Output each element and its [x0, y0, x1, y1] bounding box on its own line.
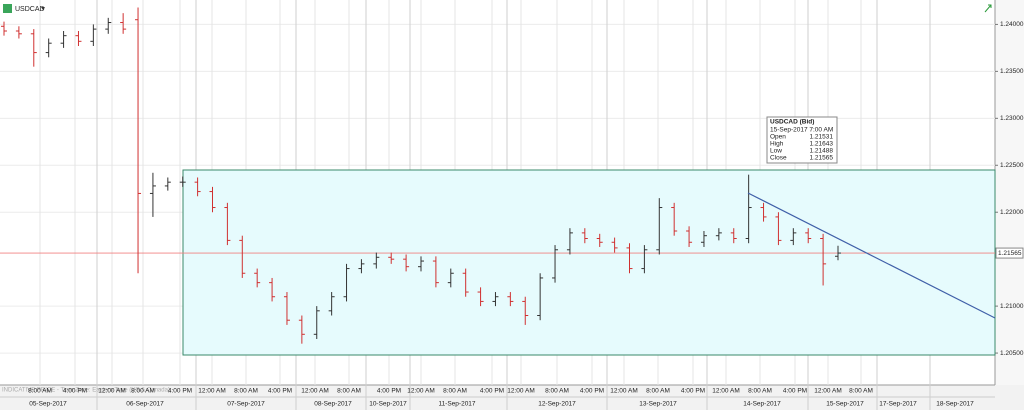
x-date-label: 13-Sep-2017 [639, 401, 677, 408]
x-tick-label: 8:00 AM [28, 388, 52, 395]
y-tick-label: 1.23500 [1000, 68, 1024, 75]
x-date-label: 10-Sep-2017 [369, 401, 407, 408]
tooltip: USDCAD (Bid) 15-Sep-2017 7:00 AM Open 1.… [766, 116, 838, 164]
tooltip-label: High [770, 141, 784, 148]
x-date-label: 08-Sep-2017 [314, 401, 352, 408]
x-tick-label: 12:00 AM [610, 388, 637, 395]
tooltip-value: 1.21643 [810, 141, 834, 148]
x-tick-label: 4:00 PM [580, 388, 604, 395]
x-tick-label: 12:00 AM [98, 388, 125, 395]
x-tick-label: 8:00 AM [443, 388, 467, 395]
x-date-label: 14-Sep-2017 [743, 401, 781, 408]
y-axis-panel [995, 0, 1024, 410]
x-tick-label: 8:00 AM [337, 388, 361, 395]
x-tick-label: 8:00 AM [545, 388, 569, 395]
symbol-icon[interactable] [3, 4, 12, 13]
x-tick-label: 4:00 PM [268, 388, 292, 395]
x-tick-label: 12:00 AM [712, 388, 739, 395]
tooltip-box [766, 116, 838, 164]
symbol-title[interactable]: USDCAD [15, 6, 45, 13]
x-date-label: 06-Sep-2017 [126, 401, 164, 408]
x-tick-label: 8:00 AM [849, 388, 873, 395]
tooltip-value: 1.21488 [810, 148, 834, 155]
x-tick-label: 8:00 AM [131, 388, 155, 395]
y-tick-label: 1.22000 [1000, 209, 1024, 216]
x-tick-label: 4:00 PM [377, 388, 401, 395]
y-tick-label: 1.21000 [1000, 303, 1024, 310]
y-tick-label: 1.22500 [1000, 162, 1024, 169]
x-tick-label: 12:00 AM [507, 388, 534, 395]
range-box [182, 169, 996, 356]
x-date-label: 07-Sep-2017 [227, 401, 265, 408]
trend-icon[interactable] [984, 4, 992, 13]
x-tick-label: 8:00 AM [646, 388, 670, 395]
last-price-box [995, 247, 1024, 259]
x-tick-label: 4:00 PM [480, 388, 504, 395]
x-date-label: 12-Sep-2017 [538, 401, 576, 408]
tooltip-value: 1.21565 [810, 155, 834, 162]
y-tick-label: 1.24000 [1000, 21, 1024, 28]
x-tick-label: 12:00 AM [407, 388, 434, 395]
tooltip-label: Low [770, 148, 782, 155]
x-tick-label: 4:00 PM [783, 388, 807, 395]
tooltip-label: Open [770, 134, 786, 141]
footnote: INDICATIVE PRICE - Time Zone: Eastern Ti… [2, 388, 170, 394]
plot [0, 7, 995, 344]
x-date-label: 11-Sep-2017 [438, 401, 475, 408]
x-tick-label: 8:00 AM [748, 388, 772, 395]
x-date-label: 15-Sep-2017 [826, 401, 864, 408]
x-date-label: 18-Sep-2017 [936, 401, 974, 408]
x-tick-label: 12:00 AM [301, 388, 328, 395]
last-price-label: 1.21565 [998, 250, 1022, 257]
x-tick-label: 12:00 AM [198, 388, 225, 395]
x-tick-label: 4:00 PM [63, 388, 87, 395]
x-tick-label: 4:00 PM [168, 388, 192, 395]
x-tick-label: 8:00 AM [234, 388, 258, 395]
x-date-label: 05-Sep-2017 [29, 401, 67, 408]
y-tick-label: 1.20500 [1000, 350, 1024, 357]
tooltip-label: Close [770, 155, 787, 162]
tooltip-time: 15-Sep-2017 7:00 AM [770, 127, 833, 134]
tooltip-value: 1.21531 [810, 134, 834, 141]
dropdown-arrow[interactable] [41, 7, 45, 10]
x-tick-label: 12:00 AM [814, 388, 841, 395]
trend-line [747, 192, 996, 319]
x-date-label: 17-Sep-2017 [879, 401, 917, 408]
y-tick-label: 1.23000 [1000, 115, 1024, 122]
tooltip-title: USDCAD (Bid) [770, 119, 814, 126]
x-tick-label: 4:00 PM [681, 388, 705, 395]
